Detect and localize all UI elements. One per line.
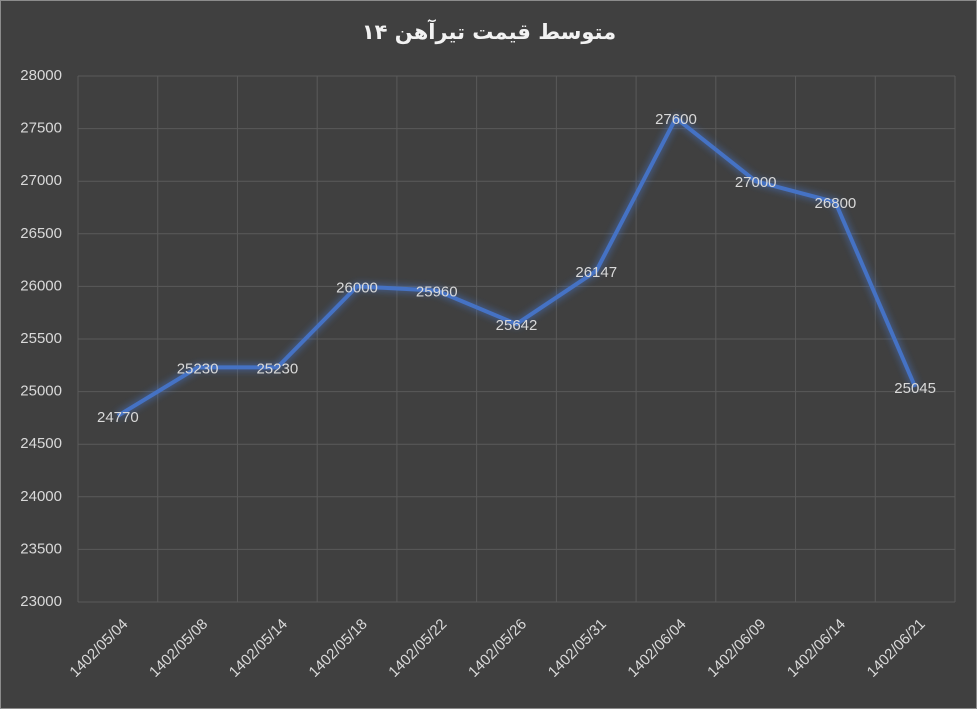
data-label: 24770	[97, 409, 139, 426]
data-label: 25642	[496, 317, 538, 334]
y-tick-label: 28000	[20, 67, 62, 84]
data-label: 26147	[575, 264, 617, 281]
data-label: 25045	[894, 380, 936, 397]
data-label: 25230	[177, 360, 219, 377]
y-tick-label: 27000	[20, 172, 62, 189]
y-tick-label: 23000	[20, 593, 62, 610]
data-label: 27000	[735, 174, 777, 191]
y-tick-label: 26500	[20, 225, 62, 242]
data-line	[116, 116, 917, 418]
y-tick-label: 24000	[20, 488, 62, 505]
data-label: 25230	[256, 360, 298, 377]
y-tick-label: 24500	[20, 435, 62, 452]
data-label: 27600	[655, 111, 697, 128]
y-tick-label: 26000	[20, 277, 62, 294]
y-tick-label: 25000	[20, 383, 62, 400]
data-label: 26800	[815, 195, 857, 212]
y-tick-label: 27500	[20, 120, 62, 137]
y-tick-label: 23500	[20, 540, 62, 557]
data-label: 26000	[336, 279, 378, 296]
chart-title: متوسط قیمت تیرآهن ۱۴	[362, 19, 616, 44]
y-tick-label: 25500	[20, 330, 62, 347]
data-label: 25960	[416, 284, 458, 301]
